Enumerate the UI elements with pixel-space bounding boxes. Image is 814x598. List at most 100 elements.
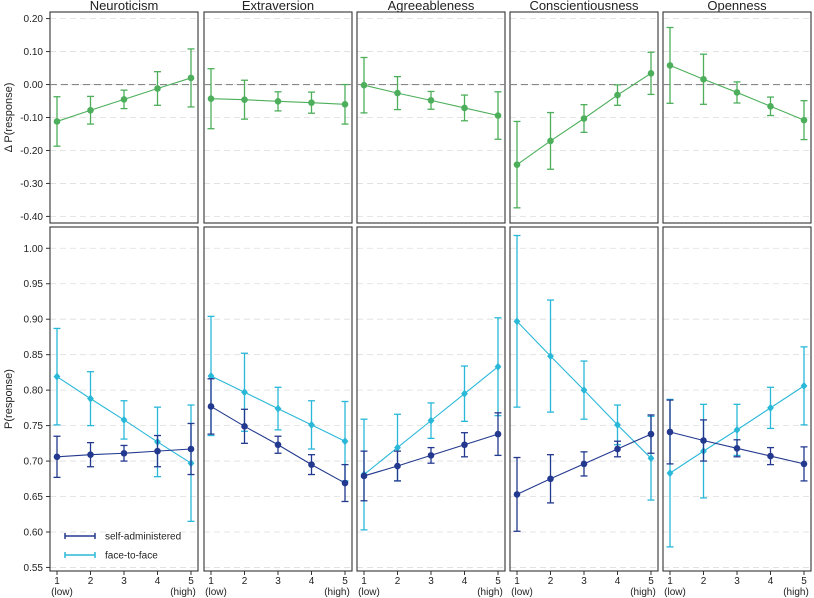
delta-point [341,101,349,108]
top-panel-openness [662,11,812,224]
self-administered-point [274,441,282,449]
self-administered-point [547,475,554,483]
y-axis-label-bottom: P(response) [3,369,15,429]
self-administered-point [494,430,502,438]
top-panel-neuroticism [49,11,199,224]
x-tick-label: 4 [768,576,774,587]
x-tick-label: 5 [495,576,501,587]
panel-border [356,11,506,224]
face-to-face-point [733,425,741,434]
x-tick-label: 3 [428,576,434,587]
x-tick-sublabel: (high) [783,587,809,598]
self-administered-point [647,430,655,438]
y-tick-label: 0.00 [24,80,44,91]
delta-point [614,91,621,99]
self-administered-point [733,444,741,452]
panel-border [49,226,199,572]
delta-point [767,102,774,110]
self-administered-point [207,403,215,410]
face-to-face-point [513,317,521,326]
panel-border [509,11,659,224]
x-tick-label: 2 [88,576,94,587]
legend: self-administered face-to-face [64,532,181,562]
facet-title: Neuroticism [90,0,159,13]
x-tick-label: 2 [395,576,401,587]
x-tick-label: 5 [801,576,807,587]
y-tick-label: -0.20 [20,146,43,157]
y-tick-label: 0.65 [24,492,44,503]
y-tick-label: 0.85 [24,350,44,361]
face-to-face-point [800,381,808,390]
delta-point [394,89,401,97]
face-to-face-point [427,416,435,425]
x-tick-sublabel: (low) [664,587,686,598]
self-administered-point [341,479,349,487]
self-administered-point [360,472,368,480]
delta-point [513,161,521,168]
delta-point [274,98,282,105]
y-tick-label: 0.70 [24,457,44,468]
x-tick-sublabel: (low) [51,587,73,598]
face-to-face-point [207,371,215,380]
y-tick-label: 0.60 [24,527,44,538]
delta-point [647,70,655,77]
x-tick-sublabel: (low) [358,587,380,598]
delta-point [187,74,195,82]
x-tick-sublabel: (low) [205,587,227,598]
y-tick-label: 0.80 [24,386,44,397]
x-tick-label: 1 [54,576,60,587]
delta-point [53,118,61,125]
x-tick-label: 1 [514,576,520,587]
bottom-panel-neuroticism [49,226,199,572]
panel-border [662,226,812,572]
x-tick-label: 4 [615,576,621,587]
top-panel-extraversion [203,11,353,224]
y-tick-label: 0.90 [24,315,44,326]
face-to-face-point [666,469,674,478]
delta-point [87,106,94,114]
delta-point [800,116,808,124]
panel-border [356,226,506,572]
self-administered-point [513,491,521,498]
x-tick-label: 4 [155,576,161,587]
x-tick-label: 1 [667,576,673,587]
x-tick-sublabel: (high) [170,587,196,598]
x-tick-label: 2 [242,576,248,587]
face-to-face-point [87,394,94,403]
x-tick-sublabel: (high) [324,587,350,598]
self-administered-point [614,445,621,453]
self-administered-point [394,462,401,470]
axes: 0.20 0.10 0.00 -0.10 -0.20 -0.30 -0.40 1.00 0.95… [3,14,809,598]
top-panel-agreeableness [356,11,506,224]
facet-title: Conscientiousness [529,0,639,13]
face-to-face-point [767,403,774,412]
y-tick-label: 0.20 [24,14,44,25]
x-tick-label: 4 [309,576,315,587]
y-tick-label: 1.00 [24,244,44,255]
delta-point [547,137,554,145]
y-tick-label: -0.40 [20,212,43,223]
delta-point [207,95,215,103]
x-tick-label: 3 [121,576,127,587]
x-tick-label: 2 [701,576,707,587]
x-tick-label: 3 [734,576,740,587]
top-row-panels [49,11,812,224]
delta-point [700,75,707,83]
face-to-face-point [308,420,315,429]
x-tick-label: 5 [342,576,348,587]
panel-border [662,11,812,224]
delta-point [666,62,674,69]
delta-point [154,85,161,92]
facet-title: Agreeableness [388,0,475,13]
y-axis-label-top: Δ P(response) [3,83,15,153]
x-tick-sublabel: (high) [630,587,656,598]
facet-title: Extraversion [242,0,314,13]
face-to-face-point [647,454,655,463]
face-to-face-point [274,404,282,413]
y-tick-label: 0.95 [24,279,44,290]
face-to-face-point [614,420,621,429]
legend-label: face-to-face [105,551,158,562]
self-administered-point [187,445,195,453]
y-tick-label: 0.10 [24,47,44,58]
